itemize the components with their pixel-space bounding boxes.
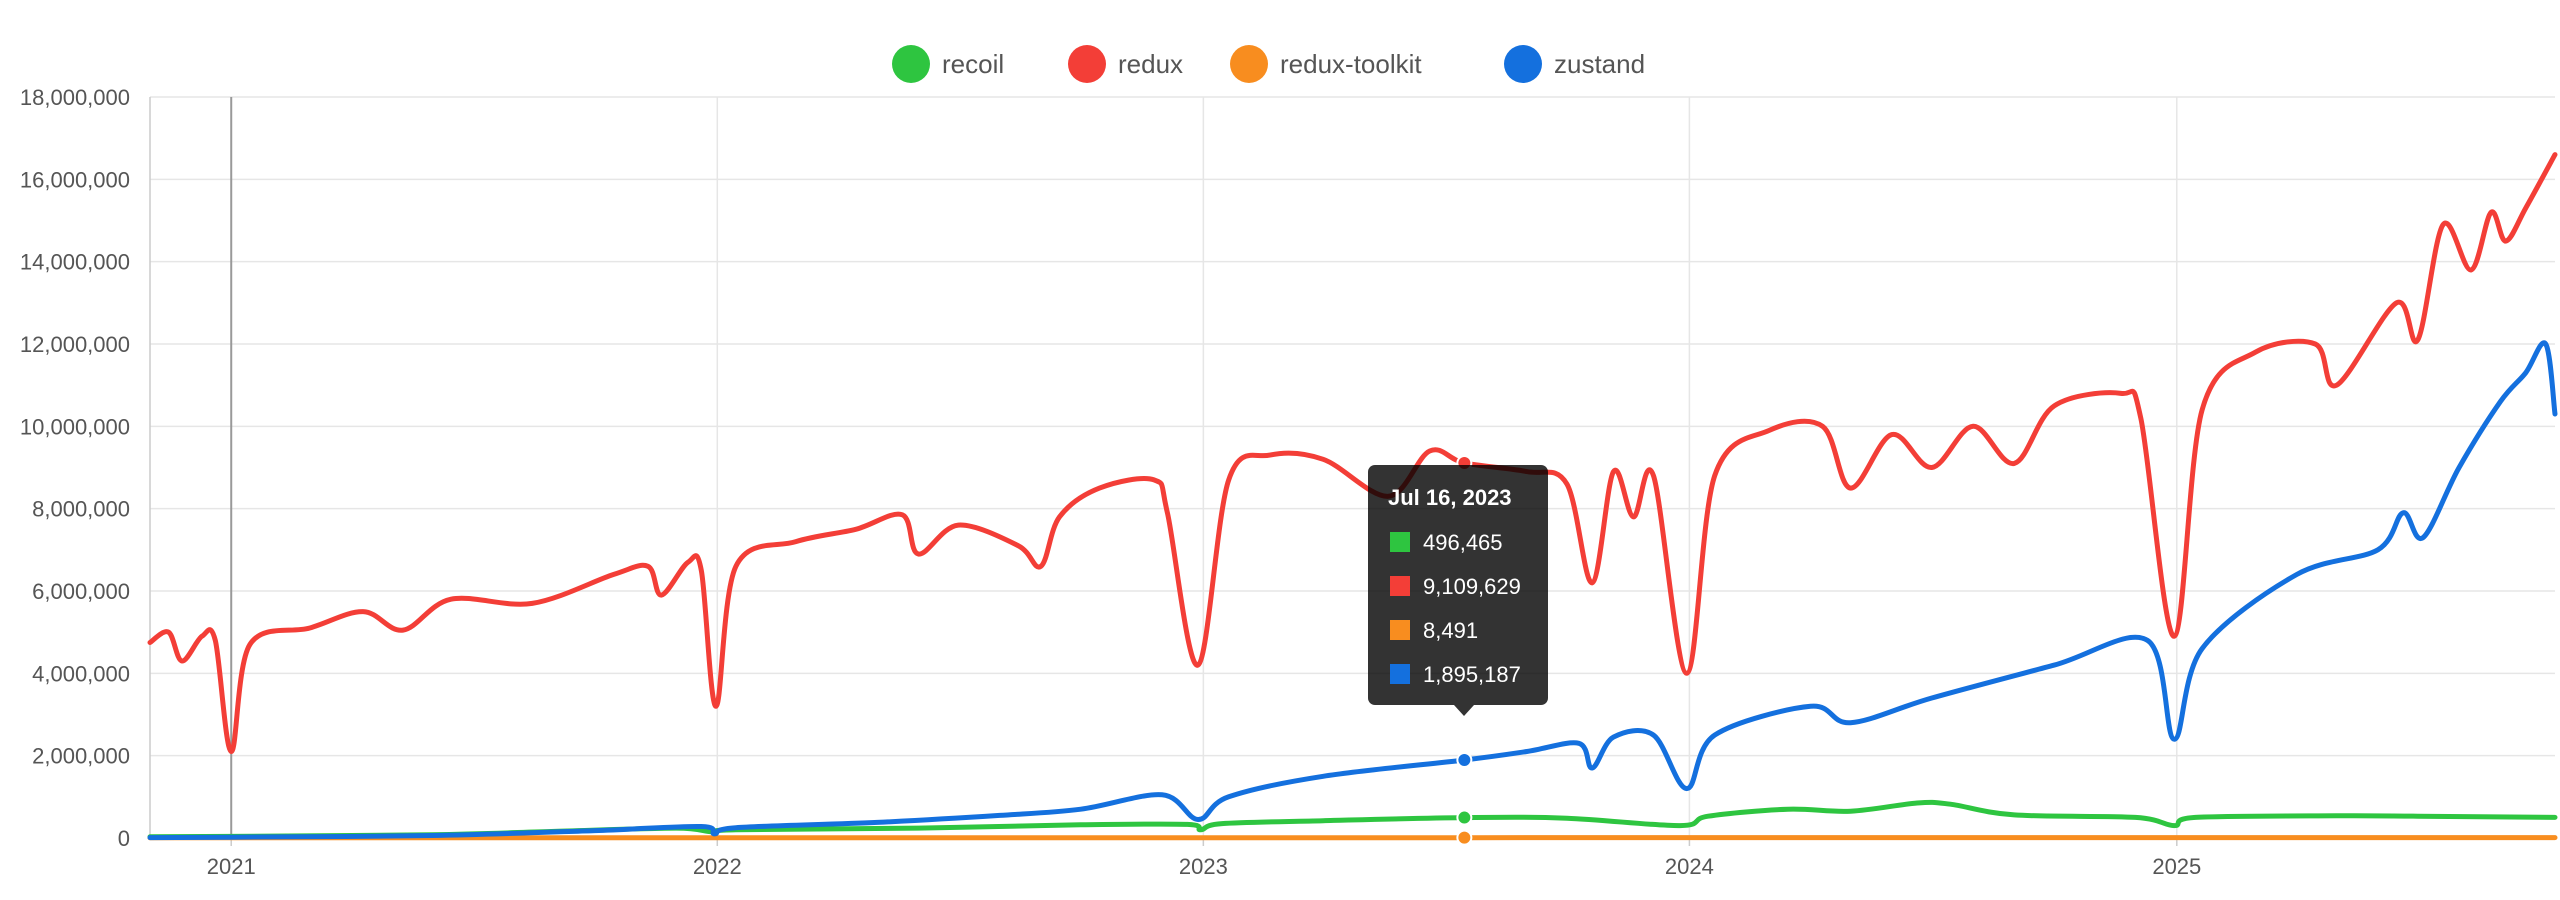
x-tick-label: 2025 [2152,854,2201,879]
legend-label-redux-toolkit: redux-toolkit [1280,49,1422,79]
legend-label-redux: redux [1118,49,1183,79]
tooltip-value-zustand: 1,895,187 [1423,662,1521,687]
y-tick-label: 8,000,000 [32,497,130,522]
tooltip-box [1368,465,1548,705]
legend-item-zustand[interactable]: zustand [1504,45,1645,83]
x-tick-label: 2021 [207,854,256,879]
legend-swatch-zustand [1504,45,1542,83]
x-tick-label: 2023 [1179,854,1228,879]
tooltip-value-redux-toolkit: 8,491 [1423,618,1478,643]
tooltip-value-redux: 9,109,629 [1423,574,1521,599]
series-line-redux [147,152,2558,755]
tooltip-swatch-redux [1390,576,1410,596]
chart-legend: recoil redux redux-toolkit zustand [892,45,1645,83]
legend-swatch-recoil [892,45,930,83]
y-axis: 0 2,000,000 4,000,000 6,000,000 8,000,000 10,… [20,85,130,851]
y-tick-label: 4,000,000 [32,661,130,686]
tooltip-swatch-redux-toolkit [1390,620,1410,640]
legend-item-redux-toolkit[interactable]: redux-toolkit [1230,45,1422,83]
series-lines [147,152,2558,841]
x-axis: 2021 2022 2023 2024 2025 [207,838,2201,879]
y-tick-label: 6,000,000 [32,579,130,604]
series-line-zustand [147,340,2558,841]
y-tick-label: 2,000,000 [32,744,130,769]
y-tick-label: 14,000,000 [20,250,130,275]
y-tick-label: 0 [118,826,130,851]
legend-swatch-redux-toolkit [1230,45,1268,83]
legend-label-zustand: zustand [1554,49,1645,79]
tooltip-value-recoil: 496,465 [1423,530,1503,555]
tooltip: Jul 16, 2023 496,465 9,109,629 8,491 1,895,1… [1368,465,1548,716]
y-tick-label: 16,000,000 [20,167,130,192]
tooltip-caret [1454,705,1474,716]
x-tick-label: 2022 [693,854,742,879]
legend-swatch-redux [1068,45,1106,83]
hover-point-redux-toolkit [1456,829,1473,846]
tooltip-title: Jul 16, 2023 [1388,485,1512,510]
legend-item-redux[interactable]: redux [1068,45,1183,83]
tooltip-swatch-zustand [1390,664,1410,684]
legend-label-recoil: recoil [942,49,1004,79]
hover-point-zustand [1456,751,1473,768]
legend-item-recoil[interactable]: recoil [892,45,1004,83]
y-tick-label: 10,000,000 [20,414,130,439]
x-tick-label: 2024 [1665,854,1714,879]
tooltip-swatch-recoil [1390,532,1410,552]
y-tick-label: 12,000,000 [20,332,130,357]
hover-point-recoil [1456,809,1473,826]
y-tick-label: 18,000,000 [20,85,130,110]
